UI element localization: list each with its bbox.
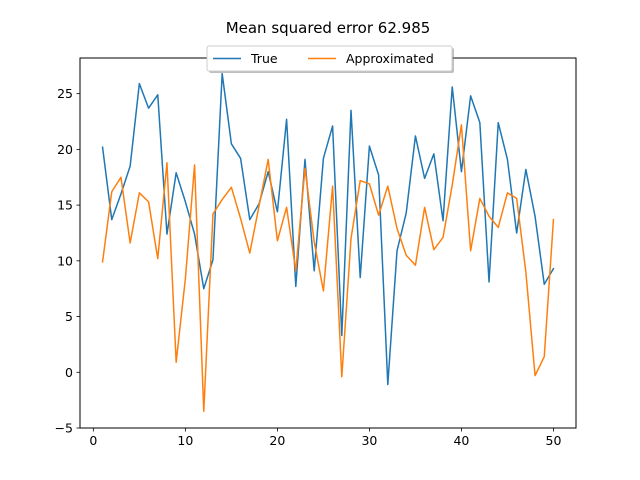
- y-tick-label: 20: [57, 142, 73, 157]
- legend: True Approximated: [206, 45, 454, 73]
- series-layer: [101, 72, 555, 413]
- y-tick-label: 25: [57, 86, 73, 101]
- legend-label-true: True: [250, 51, 278, 66]
- series-line-approximated: [101, 124, 555, 413]
- y-tick-label: −5: [55, 421, 73, 436]
- series-line-true: [101, 72, 555, 386]
- y-axis: −5 0 5 10 15 20 25: [55, 86, 80, 436]
- x-tick-label: 10: [177, 433, 193, 448]
- y-tick-label: 15: [57, 198, 73, 213]
- y-tick-label: 10: [57, 253, 73, 268]
- x-axis: 0 10 20 30 40 50: [89, 428, 561, 448]
- x-tick-label: 50: [546, 433, 562, 448]
- x-tick-label: 40: [453, 433, 469, 448]
- y-tick-label: 5: [65, 309, 73, 324]
- chart-title: Mean squared error 62.985: [226, 19, 431, 37]
- legend-label-approximated: Approximated: [346, 51, 434, 66]
- x-tick-label: 20: [269, 433, 285, 448]
- x-tick-label: 30: [361, 433, 377, 448]
- x-tick-label: 0: [89, 433, 97, 448]
- y-tick-label: 0: [65, 365, 73, 380]
